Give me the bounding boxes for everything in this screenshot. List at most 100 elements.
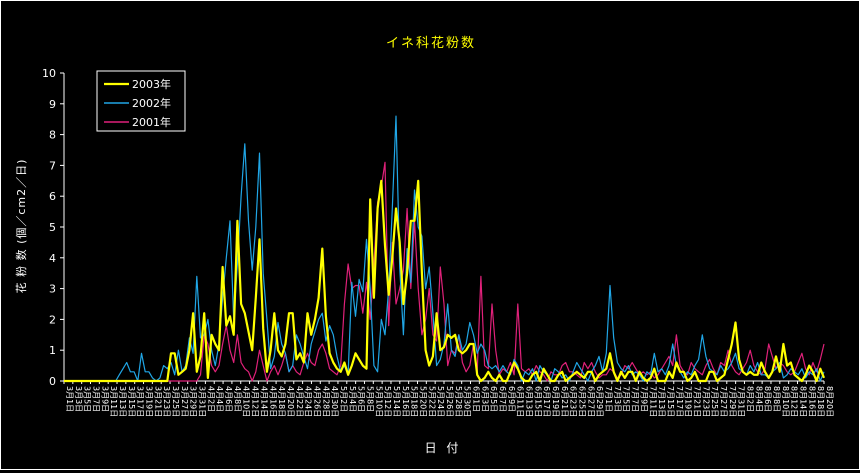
y-tick-label: 4	[49, 252, 56, 265]
legend-label: 2001年	[132, 115, 171, 129]
x-tick-label: 5月10日	[374, 386, 383, 417]
x-tick-label: 6月7日	[498, 386, 507, 412]
y-tick-label: 5	[49, 221, 56, 234]
x-tick-label: 7月19日	[684, 386, 693, 417]
x-tick-label: 7月11日	[648, 386, 657, 417]
x-tick-label: 5月26日	[445, 386, 454, 417]
x-tick-label: 8月4日	[754, 386, 763, 412]
x-tick-label: 6月29日	[595, 386, 604, 417]
x-tick-label: 6月19日	[551, 386, 560, 417]
chart-title: イネ科花粉数	[386, 35, 476, 51]
x-tick-label: 7月29日	[728, 386, 737, 417]
x-tick-label: 5月4日	[348, 386, 357, 412]
x-tick-label: 3月11日	[109, 386, 118, 417]
x-tick-label: 5月16日	[401, 386, 410, 417]
x-tick-label: 4月10日	[242, 386, 251, 417]
x-axis-label: 日 付	[425, 441, 462, 455]
x-tick-label: 7月25日	[710, 386, 719, 417]
x-tick-label: 3月7日	[92, 386, 101, 412]
x-tick-label: 7月3日	[613, 386, 622, 412]
x-tick-label: 3月13日	[118, 386, 127, 417]
y-axis-label: 花 粉 数 (個／cm2／日)	[15, 159, 28, 294]
x-tick-label: 8月18日	[816, 386, 825, 417]
y-tick-label: 0	[49, 375, 56, 388]
legend-label: 2003年	[132, 77, 171, 91]
x-tick-label: 6月17日	[542, 386, 551, 417]
x-tick-label: 4月2日	[206, 386, 215, 412]
legend-label: 2002年	[132, 96, 171, 110]
x-tick-label: 3月29日	[189, 386, 198, 417]
x-tick-label: 7月27日	[719, 386, 728, 417]
x-tick-label: 3月19日	[145, 386, 154, 417]
x-tick-label: 5月2日	[339, 386, 348, 412]
x-tick-label: 6月1日	[472, 386, 481, 412]
x-tick-label: 6月27日	[586, 386, 595, 417]
x-tick-label: 8月8日	[772, 386, 781, 412]
y-tick-label: 9	[49, 98, 56, 111]
x-tick-label: 6月3日	[480, 386, 489, 412]
x-tick-label: 5月6日	[357, 386, 366, 412]
x-tick-label: 3月27日	[180, 386, 189, 417]
x-tick-label: 3月3日	[74, 386, 83, 412]
x-tick-label: 6月11日	[516, 386, 525, 417]
x-tick-label: 8月16日	[807, 386, 816, 417]
x-tick-label: 5月14日	[392, 386, 401, 417]
x-tick-label: 6月23日	[569, 386, 578, 417]
x-tick-label: 8月20日	[825, 386, 834, 417]
x-tick-label: 6月21日	[560, 386, 569, 417]
series-line	[64, 115, 825, 382]
x-tick-label: 3月15日	[127, 386, 136, 417]
legend: 2003年 2002年 2001年	[96, 70, 186, 132]
x-tick-label: 8月2日	[745, 386, 754, 412]
x-tick-label: 4月18日	[277, 386, 286, 417]
x-tick-label: 4月4日	[215, 386, 224, 412]
x-tick-label: 5月20日	[418, 386, 427, 417]
x-tick-label: 7月5日	[622, 386, 631, 412]
x-tick-label: 4月6日	[224, 386, 233, 412]
x-tick-label: 4月14日	[259, 386, 268, 417]
x-tick-label: 8月14日	[798, 386, 807, 417]
y-tick-label: 6	[49, 190, 56, 203]
x-tick-label: 7月23日	[701, 386, 710, 417]
x-tick-label: 3月23日	[162, 386, 171, 417]
y-tick-label: 7	[49, 159, 56, 172]
x-tick-label: 6月25日	[578, 386, 587, 417]
x-tick-label: 6月13日	[525, 386, 534, 417]
x-tick-label: 6月15日	[533, 386, 542, 417]
x-tick-label: 4月20日	[286, 386, 295, 417]
x-tick-label: 5月22日	[427, 386, 436, 417]
x-tick-label: 3月17日	[136, 386, 145, 417]
x-tick-label: 7月1日	[604, 386, 613, 412]
x-tick-label: 4月8日	[233, 386, 242, 412]
x-tick-label: 7月9日	[639, 386, 648, 412]
x-tick-label: 8月12日	[790, 386, 799, 417]
y-tick-label: 3	[49, 283, 56, 296]
x-tick-label: 7月31日	[737, 386, 746, 417]
x-tick-label: 3月25日	[171, 386, 180, 417]
x-tick-label: 3月5日	[83, 386, 92, 412]
x-tick-label: 4月16日	[268, 386, 277, 417]
x-tick-label: 3月31日	[198, 386, 207, 417]
y-tick-label: 1	[49, 344, 56, 357]
x-tick-label: 3月1日	[65, 386, 74, 412]
x-tick-label: 5月30日	[463, 386, 472, 417]
x-tick-label: 7月21日	[692, 386, 701, 417]
y-ticks: 0 1 2 3 4 5 6 7 8 9 10	[42, 67, 64, 388]
x-tick-label: 6月5日	[489, 386, 498, 412]
x-tick-label: 5月12日	[383, 386, 392, 417]
x-tick-label: 5月28日	[454, 386, 463, 417]
x-tick-label: 4月28日	[321, 386, 330, 417]
series-line	[64, 179, 826, 383]
x-tick-label: 5月8日	[365, 386, 374, 412]
x-tick-label: 3月21日	[153, 386, 162, 417]
x-tick-label: 5月24日	[436, 386, 445, 417]
y-tick-label: 2	[49, 313, 56, 326]
legend-box	[96, 70, 186, 132]
x-tick-label: 4月22日	[295, 386, 304, 417]
x-tick-label: 7月17日	[675, 386, 684, 417]
x-tick-label: 7月7日	[631, 386, 640, 412]
x-tick-label: 8月6日	[763, 386, 772, 412]
series-line	[64, 161, 825, 382]
